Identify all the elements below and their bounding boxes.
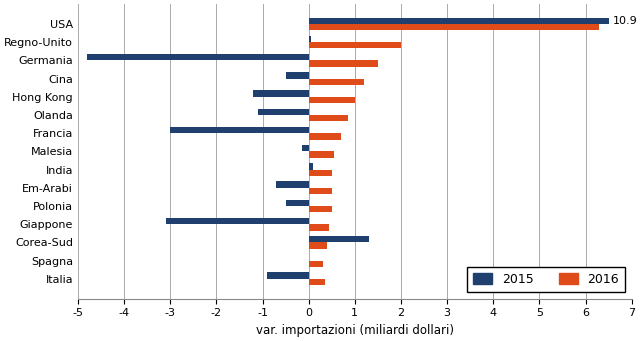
Bar xyxy=(308,133,341,139)
Bar xyxy=(308,151,334,158)
Bar xyxy=(308,17,609,24)
Bar xyxy=(87,54,308,60)
Bar xyxy=(308,163,313,169)
Bar xyxy=(258,108,308,115)
X-axis label: var. importazioni (miliardi dollari): var. importazioni (miliardi dollari) xyxy=(256,324,454,337)
Bar xyxy=(302,145,308,151)
Bar xyxy=(308,60,378,67)
Bar xyxy=(308,169,332,176)
Bar xyxy=(285,199,308,206)
Bar xyxy=(308,242,327,249)
Bar xyxy=(308,42,401,48)
Bar xyxy=(253,90,308,97)
Bar xyxy=(170,127,308,133)
Text: 10.9: 10.9 xyxy=(613,16,638,26)
Bar xyxy=(308,24,600,30)
Bar xyxy=(308,224,330,231)
Bar xyxy=(308,36,311,42)
Bar xyxy=(308,115,348,121)
Bar xyxy=(308,97,355,103)
Bar xyxy=(267,272,308,279)
Bar xyxy=(308,236,368,242)
Bar xyxy=(285,72,308,78)
Bar xyxy=(308,188,332,194)
Legend: 2015, 2016: 2015, 2016 xyxy=(467,267,625,292)
Bar xyxy=(308,279,325,285)
Bar xyxy=(308,206,332,212)
Bar xyxy=(166,218,308,224)
Bar xyxy=(276,181,308,188)
Bar xyxy=(308,261,323,267)
Bar xyxy=(308,78,364,85)
